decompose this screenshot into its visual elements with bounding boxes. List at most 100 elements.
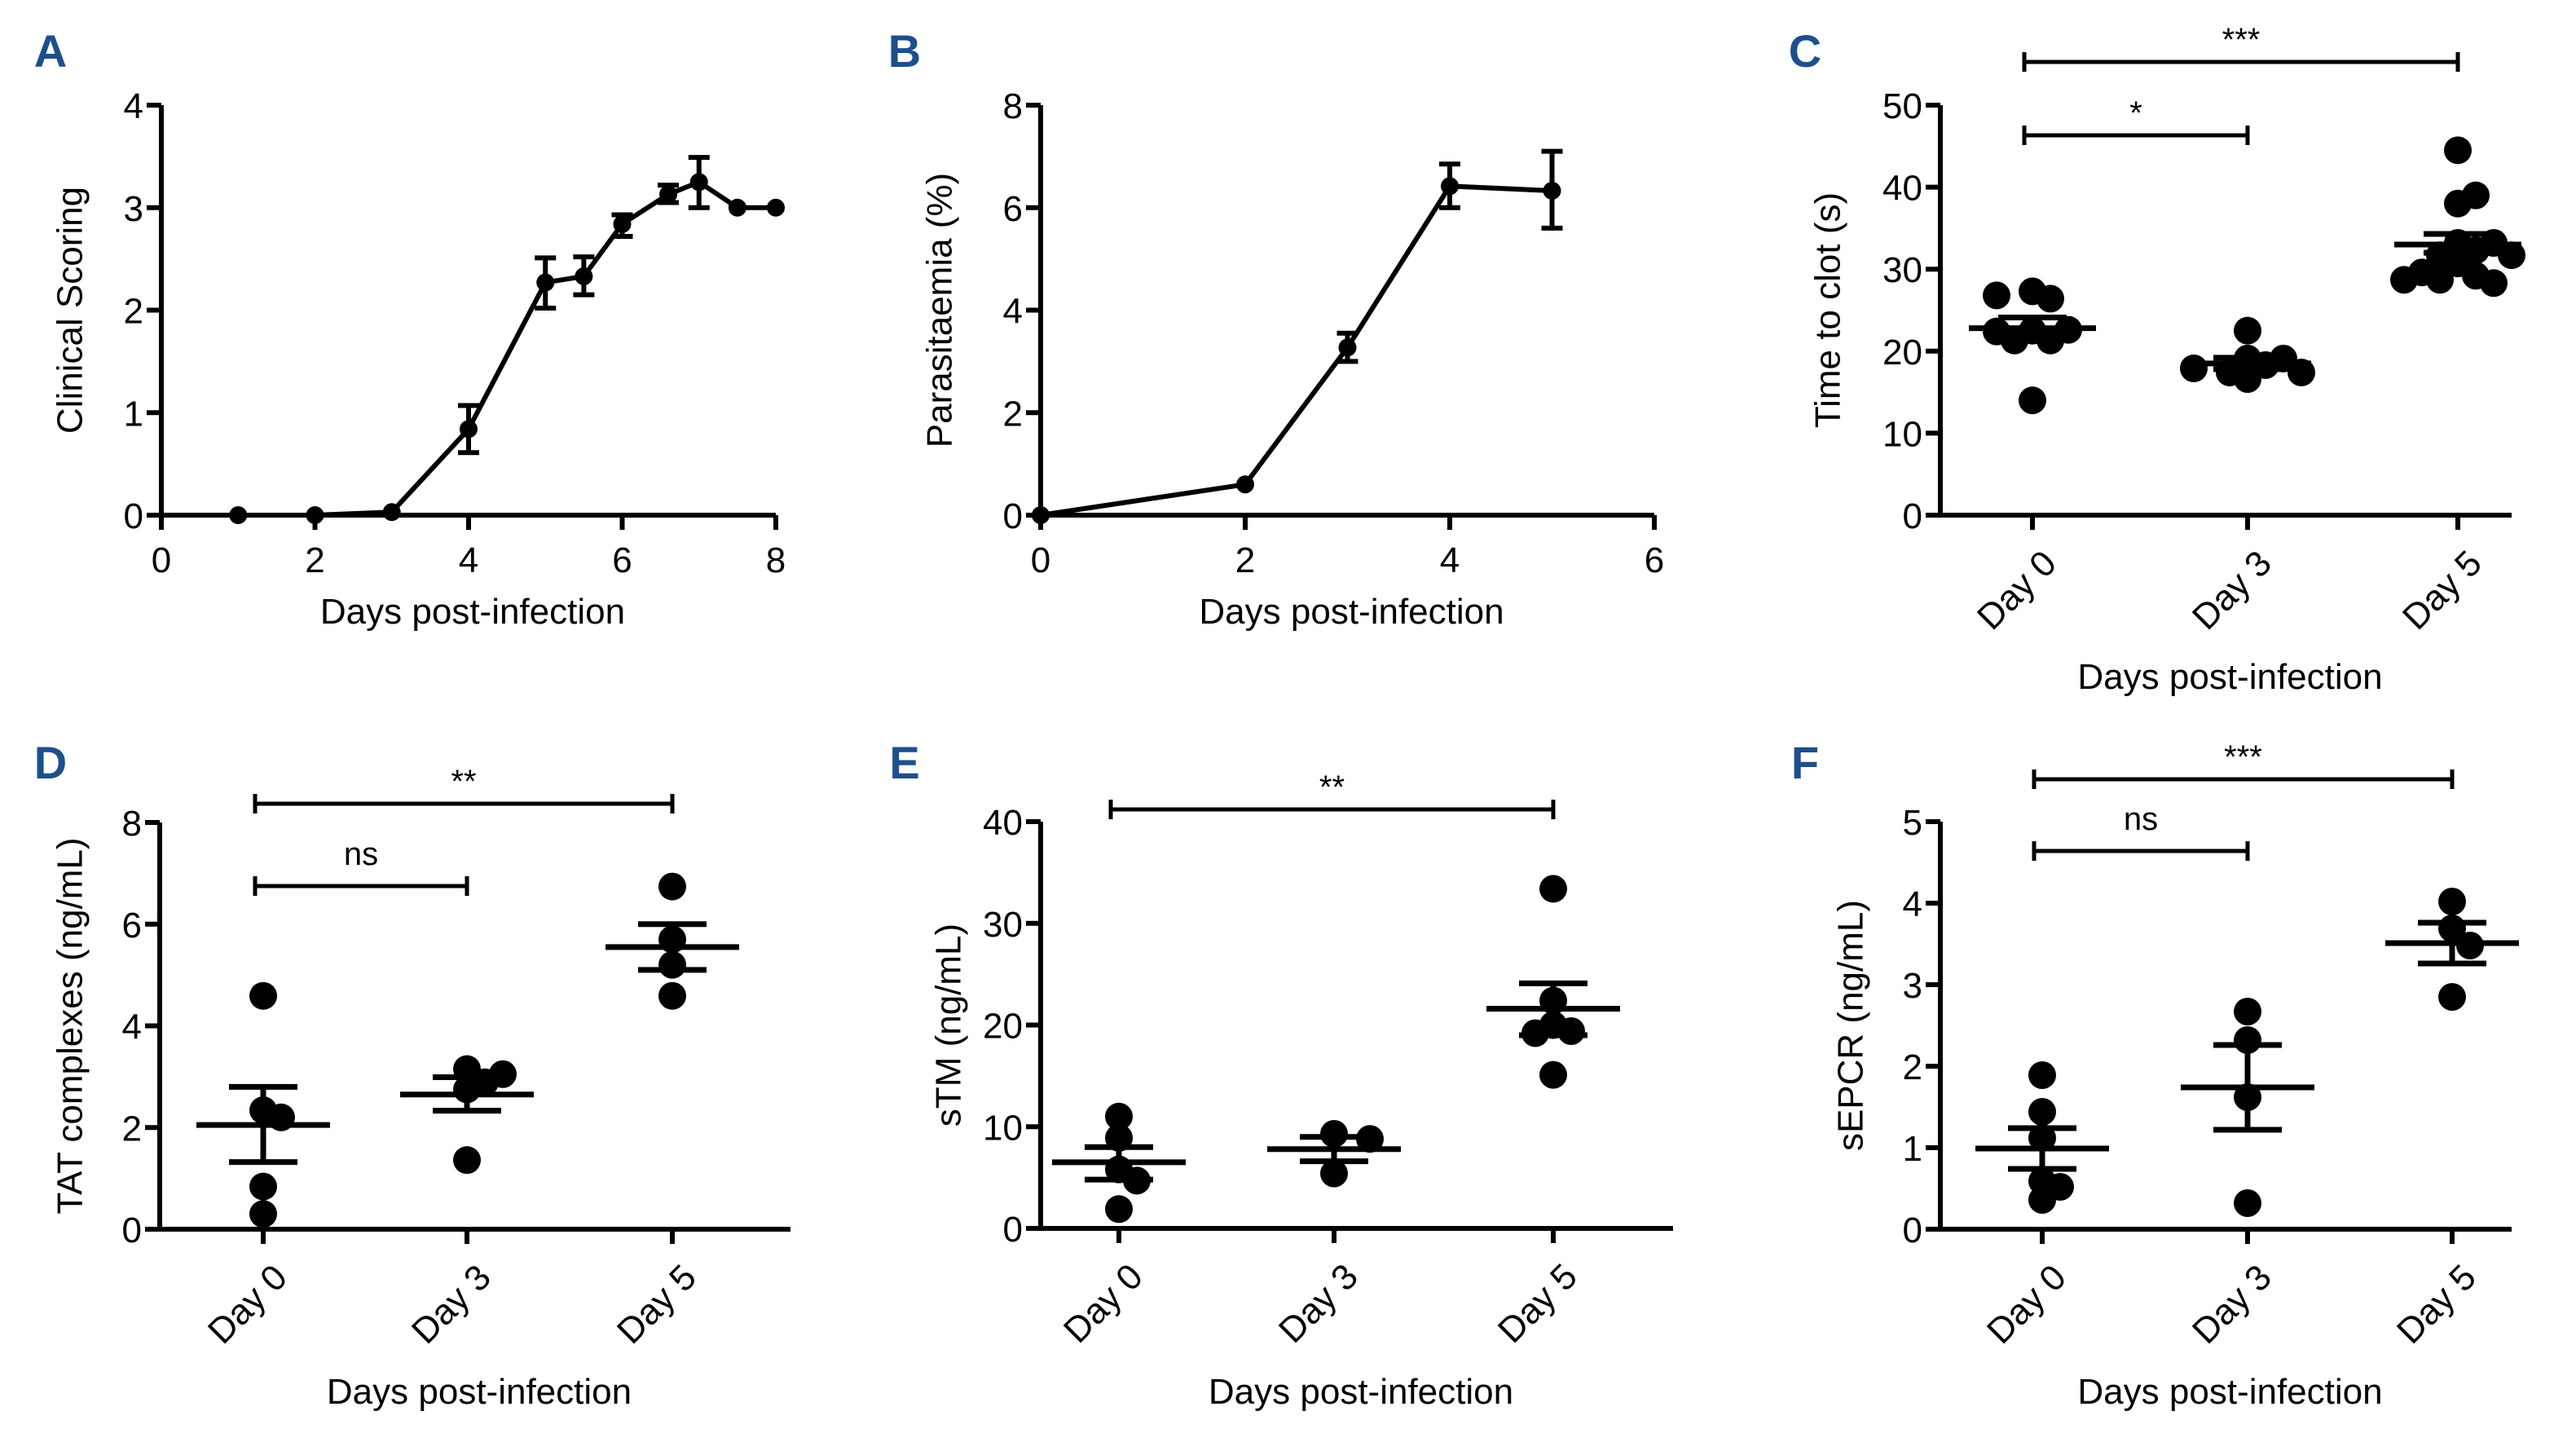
y-tick-label: 10 xyxy=(1882,414,1922,454)
y-axis-title: Clinical Scoring xyxy=(50,187,90,434)
y-tick-label: 2 xyxy=(1903,1047,1922,1087)
significance-label: *** xyxy=(2224,739,2262,775)
x-axis-title: Days post-infection xyxy=(2077,657,2382,697)
data-point xyxy=(489,1060,517,1088)
significance-label: ** xyxy=(451,764,476,800)
data-point xyxy=(536,273,555,292)
significance-label: * xyxy=(2129,95,2142,131)
significance-label: ns xyxy=(344,836,378,872)
significance-bracket xyxy=(253,794,675,814)
x-tick-label: Day 3 xyxy=(1271,1256,1366,1351)
y-axis-title: sEPCR (ng/mL) xyxy=(1830,900,1870,1151)
data-point xyxy=(1543,182,1561,201)
y-tick-label: 8 xyxy=(1003,86,1023,126)
panel-letter: F xyxy=(1791,737,1819,788)
data-point xyxy=(658,872,686,901)
data-point xyxy=(1236,475,1254,494)
data-point xyxy=(2438,983,2466,1011)
x-tick-label: 6 xyxy=(1645,540,1664,580)
y-tick-label: 0 xyxy=(1903,1210,1922,1250)
y-tick-label: 0 xyxy=(122,1210,142,1250)
x-tick-label: Day 3 xyxy=(404,1257,499,1351)
x-tick-label: Day 3 xyxy=(2185,543,2279,637)
data-point xyxy=(382,503,401,522)
y-tick-label: 3 xyxy=(124,189,143,229)
data-point xyxy=(2462,181,2490,209)
data-point xyxy=(2234,1189,2261,1217)
y-tick-label: 0 xyxy=(1003,496,1023,536)
data-point xyxy=(1539,1060,1567,1089)
x-tick-label: Day 0 xyxy=(1970,543,2064,637)
data-point xyxy=(728,198,746,217)
x-tick-label: 6 xyxy=(612,540,632,580)
data-point xyxy=(1320,1119,1348,1148)
x-tick-label: Day 5 xyxy=(1491,1256,1585,1351)
x-tick-label: Day 0 xyxy=(1056,1256,1151,1351)
data-point xyxy=(249,1200,277,1228)
y-tick-label: 2 xyxy=(124,292,143,332)
significance-bracket xyxy=(2032,769,2455,789)
data-point xyxy=(2028,1098,2056,1126)
data-point xyxy=(575,267,593,286)
significance-label: *** xyxy=(2222,22,2261,58)
data-point xyxy=(2480,269,2508,298)
y-tick-label: 40 xyxy=(983,803,1023,843)
data-point xyxy=(2180,354,2208,382)
data-point xyxy=(249,981,277,1010)
series-line xyxy=(1040,183,1552,518)
x-tick-label: Day 0 xyxy=(1979,1257,2074,1351)
y-tick-label: 6 xyxy=(1003,189,1023,229)
data-point xyxy=(306,506,324,524)
panel-letter: A xyxy=(34,25,67,77)
y-tick-label: 6 xyxy=(122,906,142,946)
y-tick-label: 1 xyxy=(124,394,143,434)
data-point xyxy=(1356,1125,1384,1153)
data-point xyxy=(249,1172,277,1201)
data-point xyxy=(1338,338,1357,357)
y-tick-label: 5 xyxy=(1903,803,1922,843)
data-point xyxy=(1983,281,2010,310)
y-tick-label: 1 xyxy=(1903,1129,1922,1169)
panel-a: A 0 1 2 3 4 Clinical Scoring Days post-infectio… xyxy=(34,25,786,632)
y-tick-label: 0 xyxy=(1903,496,1922,536)
y-tick-label: 4 xyxy=(122,1008,142,1047)
x-tick-label: 4 xyxy=(459,540,478,580)
data-point xyxy=(2234,365,2261,394)
x-tick-label: 0 xyxy=(152,540,171,580)
panel-letter: B xyxy=(888,25,921,77)
y-tick-label: 3 xyxy=(1903,966,1922,1006)
y-tick-label: 40 xyxy=(1882,169,1922,209)
data-point xyxy=(1539,875,1567,903)
x-axis-title: Days post-infection xyxy=(327,1372,632,1412)
x-axis-title: Days post-infection xyxy=(2077,1372,2382,1412)
data-point xyxy=(2438,888,2466,915)
significance-bracket xyxy=(1108,800,1556,819)
data-point xyxy=(613,214,632,233)
data-point xyxy=(2234,316,2261,345)
panel-letter: C xyxy=(1789,25,1821,77)
panel-letter: E xyxy=(889,737,919,788)
significance-label: ns xyxy=(2124,801,2158,837)
x-tick-label: 2 xyxy=(305,540,324,580)
data-point xyxy=(460,420,478,439)
x-axis-title: Days post-infection xyxy=(1209,1372,1513,1412)
data-point xyxy=(453,1146,481,1175)
data-point xyxy=(2028,1061,2056,1089)
data-point xyxy=(1320,1159,1348,1188)
data-point xyxy=(2019,386,2046,415)
y-tick-label: 8 xyxy=(122,804,142,844)
significance-bracket xyxy=(2032,841,2250,861)
data-point xyxy=(2028,1186,2056,1214)
x-axis-title: Days post-infection xyxy=(1199,592,1504,632)
data-point xyxy=(1441,177,1459,196)
y-tick-label: 20 xyxy=(983,1007,1023,1047)
y-tick-label: 30 xyxy=(1882,250,1922,290)
x-tick-label: 0 xyxy=(1031,540,1050,580)
y-tick-label: 4 xyxy=(124,86,143,126)
significance-bracket xyxy=(2022,52,2460,72)
y-tick-label: 0 xyxy=(124,496,143,536)
data-point xyxy=(689,173,708,192)
y-tick-label: 50 xyxy=(1882,86,1922,126)
x-tick-label: 2 xyxy=(1235,540,1255,580)
x-tick-label: Day 0 xyxy=(200,1257,295,1351)
